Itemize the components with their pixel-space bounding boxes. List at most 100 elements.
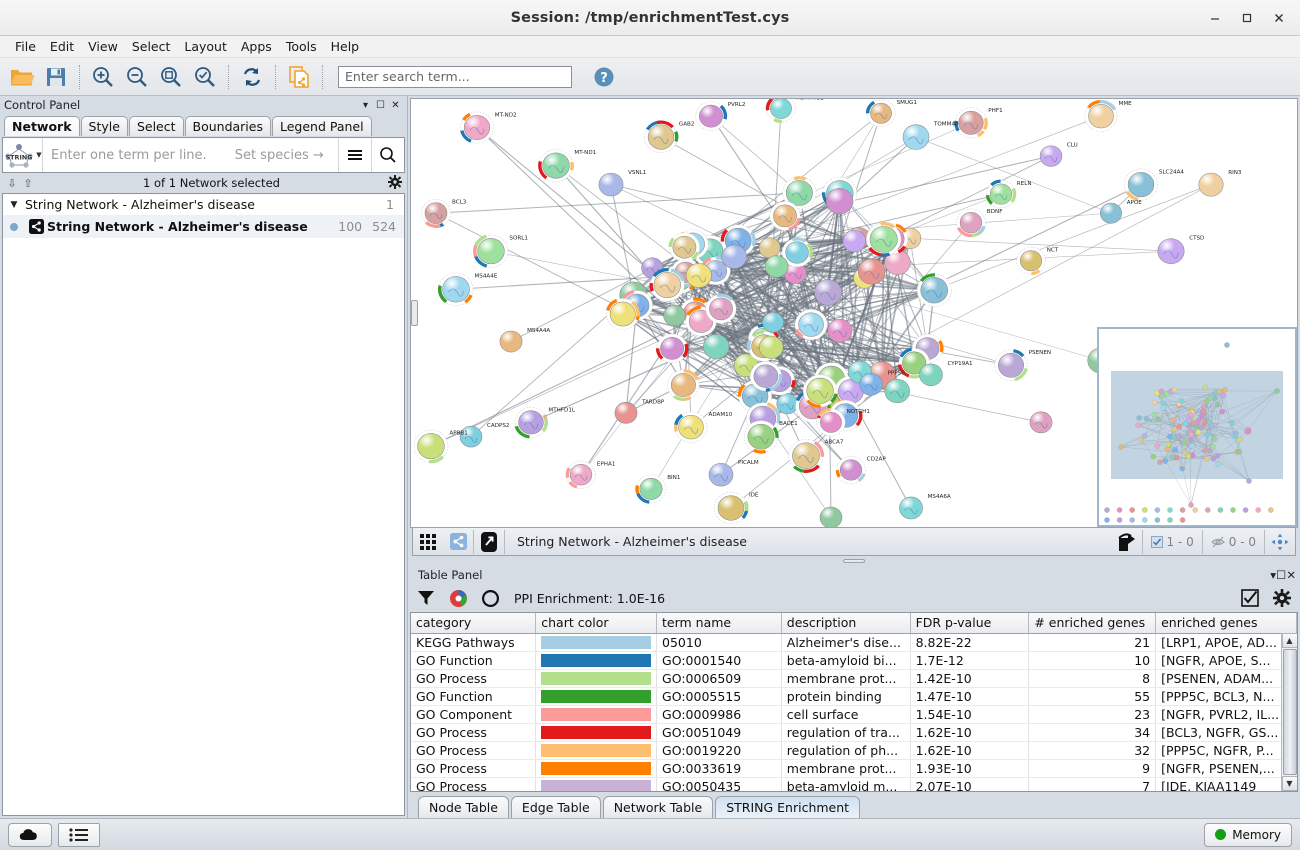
network-tree[interactable]: ▼ String Network - Alzheimer's disease 1 — [2, 193, 405, 816]
cell-enriched-count: 55 — [1028, 687, 1157, 706]
table-row[interactable]: GO Process GO:0033619 membrane prot... 1.93… — [411, 759, 1297, 778]
table-collapse-icon[interactable]: ▾ — [1270, 568, 1277, 582]
menu-help[interactable]: Help — [330, 39, 360, 54]
table-row[interactable]: KEGG Pathways 05010 Alzheimer's dise... 8.8… — [411, 633, 1297, 652]
menu-tools[interactable]: Tools — [285, 39, 317, 54]
memory-button[interactable]: Memory — [1204, 822, 1292, 847]
magnifier-icon[interactable] — [371, 138, 404, 172]
network-thumbnail-icon[interactable] — [443, 529, 473, 555]
tab-node-table[interactable]: Node Table — [418, 796, 509, 818]
table-row[interactable]: GO Process GO:0006509 membrane prot... 1.42… — [411, 669, 1297, 688]
table-row[interactable]: GO Function GO:0005515 protein binding 1.47… — [411, 687, 1297, 706]
menu-select[interactable]: Select — [131, 39, 171, 54]
tree-row-root[interactable]: ▼ String Network - Alzheimer's disease 1 — [3, 194, 404, 216]
tab-legend-panel[interactable]: Legend Panel — [271, 116, 372, 136]
table-row[interactable]: GO Component GO:0009986 cell surface 1.54E-… — [411, 705, 1297, 724]
table-row[interactable]: GO Function GO:0001540 beta-amyloid bi... 1… — [411, 651, 1297, 670]
hidden-nodes-counter[interactable]: 0 - 0 — [1203, 535, 1264, 549]
cell-category: GO Process — [411, 759, 537, 778]
zoom-out-icon[interactable] — [121, 61, 153, 93]
table-panel: Table Panel ▾ ☐ ✕ — [408, 566, 1300, 818]
tree-row-network[interactable]: String Network - Alzheimer's disease 100… — [3, 216, 404, 238]
zoom-in-icon[interactable] — [87, 61, 119, 93]
enrichment-table-body[interactable]: KEGG Pathways 05010 Alzheimer's dise... 8.8… — [411, 633, 1297, 791]
cell-fdr-pvalue: 1.7E-12 — [910, 651, 1030, 670]
scroll-down-arrow-icon[interactable]: ▼ — [1281, 776, 1297, 791]
menu-apps[interactable]: Apps — [240, 39, 272, 54]
svg-text:SLC24A4: SLC24A4 — [1159, 169, 1185, 175]
open-folder-icon[interactable] — [6, 61, 38, 93]
enrichment-table[interactable]: category chart color term name descripti… — [411, 613, 1297, 791]
table-vertical-scrollbar[interactable]: ▲ ▼ — [1281, 633, 1297, 791]
scrollbar-thumb[interactable] — [1282, 649, 1297, 775]
collapse-all-icon[interactable]: ⇩ — [7, 176, 17, 190]
string-logo-icon[interactable]: STRING ▼ — [3, 138, 43, 172]
export-icon[interactable] — [1112, 529, 1142, 555]
col-chart-color[interactable]: chart color — [535, 613, 658, 634]
tab-string-enrichment[interactable]: STRING Enrichment — [715, 796, 861, 818]
col-category[interactable]: category — [411, 613, 537, 634]
selected-nodes-counter[interactable]: 1 - 0 — [1143, 535, 1202, 549]
col-enriched-genes[interactable]: enriched genes — [1155, 613, 1297, 634]
splitter-grip[interactable] — [843, 559, 865, 563]
list-icon[interactable] — [58, 822, 100, 847]
panel-float-icon[interactable]: ☐ — [376, 99, 385, 111]
tree-edge-count: 524 — [372, 219, 396, 234]
new-network-icon[interactable] — [283, 61, 315, 93]
menu-file[interactable]: File — [15, 39, 36, 54]
help-icon[interactable]: ? — [588, 61, 620, 93]
expand-all-icon[interactable]: ⇧ — [23, 176, 33, 190]
network-canvas[interactable]: MT-ND2 MT-ND1 VSNL1 GAB2 PVRL2 ADAMTS2 SMUG1 TO… — [410, 98, 1298, 528]
tab-boundaries[interactable]: Boundaries — [184, 116, 271, 136]
gear-icon[interactable] — [387, 174, 403, 192]
col-fdr-pvalue[interactable]: FDR p-value — [910, 613, 1030, 634]
tab-edge-table[interactable]: Edge Table — [510, 796, 601, 818]
col-term-name[interactable]: term name — [656, 613, 782, 634]
tab-style[interactable]: Style — [80, 116, 128, 136]
checkbox-icon[interactable] — [1238, 586, 1262, 610]
network-graph[interactable]: MT-ND2 MT-ND1 VSNL1 GAB2 PVRL2 ADAMTS2 SMUG1 TO… — [411, 99, 1297, 527]
hamburger-icon[interactable] — [338, 138, 371, 172]
table-row[interactable]: GO Process GO:0019220 regulation of ph... 1… — [411, 741, 1297, 760]
close-icon[interactable] — [1264, 4, 1294, 32]
pan-tool-icon[interactable] — [1265, 529, 1295, 555]
set-species-link[interactable]: Set species → — [234, 147, 324, 163]
birds-eye-overview[interactable] — [1097, 327, 1297, 527]
save-icon[interactable] — [40, 61, 72, 93]
maximize-icon[interactable] — [1232, 4, 1262, 32]
zoom-fit-icon[interactable] — [155, 61, 187, 93]
chevron-down-icon[interactable]: ▼ — [36, 151, 42, 159]
panel-collapse-icon[interactable]: ▾ — [362, 99, 369, 111]
tab-network-table[interactable]: Network Table — [602, 796, 714, 818]
tab-select[interactable]: Select — [128, 116, 184, 136]
grid-view-icon[interactable] — [413, 529, 443, 555]
enrichment-table-wrapper[interactable]: category chart color term name descripti… — [410, 612, 1298, 792]
panel-close-icon[interactable]: ✕ — [391, 99, 400, 111]
table-float-icon[interactable]: ☐ — [1276, 568, 1287, 582]
tab-network[interactable]: Network — [4, 116, 80, 136]
cloud-icon[interactable] — [8, 822, 52, 847]
expand-arrow-icon[interactable]: ▼ — [10, 199, 18, 210]
svg-text:?: ? — [600, 71, 608, 86]
table-row[interactable]: GO Process GO:0050435 beta-amyloid m... 2.0… — [411, 777, 1297, 791]
canvas-left-handle[interactable] — [411, 300, 418, 326]
col-description[interactable]: description — [781, 613, 911, 634]
string-term-input[interactable]: Enter one term per line. Set species → — [43, 138, 338, 172]
menu-layout[interactable]: Layout — [184, 39, 227, 54]
detach-view-icon[interactable] — [474, 529, 504, 555]
minimize-icon[interactable] — [1200, 4, 1230, 32]
menu-edit[interactable]: Edit — [49, 39, 75, 54]
table-close-icon[interactable]: ✕ — [1286, 568, 1296, 582]
scroll-up-arrow-icon[interactable]: ▲ — [1281, 633, 1297, 648]
zoom-selected-icon[interactable] — [189, 61, 221, 93]
pie-chart-icon[interactable] — [446, 586, 470, 610]
filter-funnel-icon[interactable] — [414, 586, 438, 610]
search-input[interactable]: Enter search term... — [338, 65, 572, 88]
table-row[interactable]: GO Process GO:0051049 regulation of tra...… — [411, 723, 1297, 742]
menu-view[interactable]: View — [88, 39, 118, 54]
panel-splitter[interactable] — [408, 556, 1300, 566]
col-enriched-count[interactable]: # enriched genes — [1028, 613, 1157, 634]
gear-icon[interactable] — [1270, 586, 1294, 610]
donut-ring-icon[interactable] — [478, 586, 502, 610]
refresh-icon[interactable] — [236, 61, 268, 93]
